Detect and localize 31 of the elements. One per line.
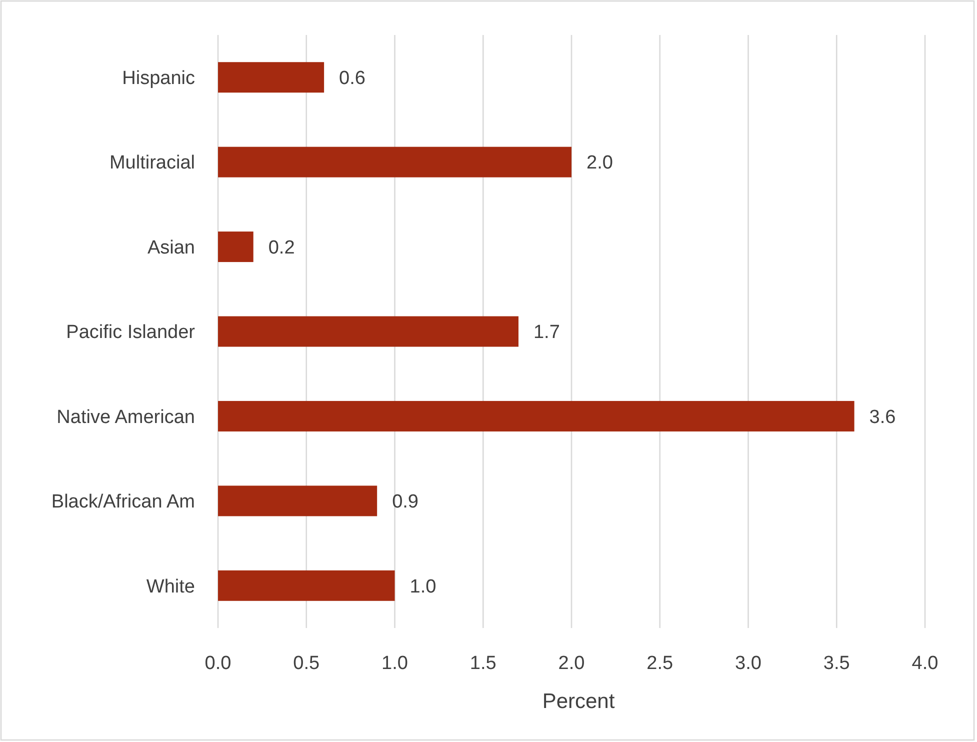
x-axis-title: Percent xyxy=(542,690,615,713)
y-tick-label: Asian xyxy=(147,237,195,258)
x-tick-label: 0.5 xyxy=(293,653,320,674)
data-label: 1.7 xyxy=(533,322,560,344)
data-label: 0.6 xyxy=(339,68,366,90)
bar xyxy=(218,570,395,601)
bar xyxy=(218,316,518,347)
data-label: 3.6 xyxy=(869,406,896,428)
x-tick-label: 1.5 xyxy=(470,653,496,674)
x-tick-label: 4.0 xyxy=(912,653,938,674)
data-label: 0.9 xyxy=(392,492,418,513)
bar xyxy=(218,62,324,93)
x-tick-label: 0.0 xyxy=(204,653,232,674)
x-tick-label: 2.5 xyxy=(646,653,674,674)
bar xyxy=(218,486,378,516)
y-tick-label: White xyxy=(146,576,195,598)
bar xyxy=(218,146,572,178)
bar xyxy=(218,400,854,432)
data-label: 2.0 xyxy=(586,152,613,174)
y-tick-label: Hispanic xyxy=(122,68,195,90)
y-tick-label: Pacific Islander xyxy=(66,322,196,344)
y-tick-label: Multiracial xyxy=(109,152,195,174)
y-tick-label: Black/African Am xyxy=(51,492,195,513)
bar xyxy=(218,232,254,262)
x-tick-label: 3.5 xyxy=(823,653,850,674)
data-label: 1.0 xyxy=(410,576,436,598)
x-tick-label: 1.0 xyxy=(382,653,408,674)
y-tick-label: Native American xyxy=(56,406,195,428)
data-label: 0.2 xyxy=(268,237,295,258)
x-tick-label: 3.0 xyxy=(735,653,762,674)
x-tick-label: 2.0 xyxy=(558,653,585,674)
